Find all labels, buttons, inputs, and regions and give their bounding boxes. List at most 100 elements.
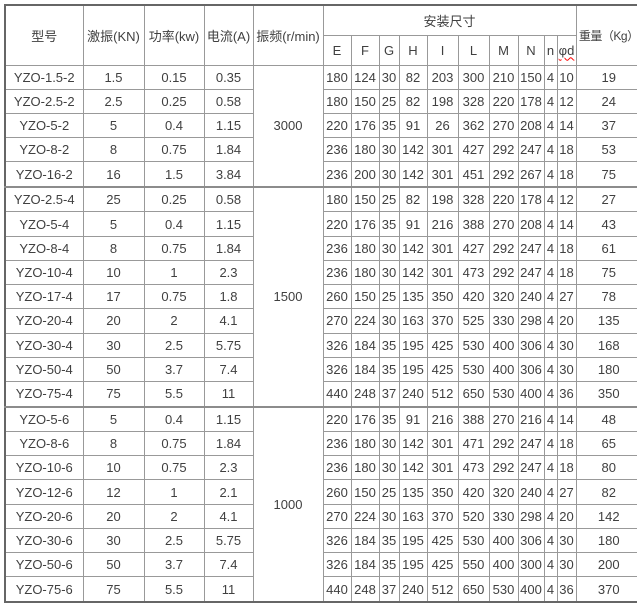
dim-cell: 301 xyxy=(426,431,459,457)
current-cell: 1.15 xyxy=(203,405,254,433)
dim-cell: 4 xyxy=(543,259,558,286)
dim-cell: 471 xyxy=(457,431,490,457)
dim-cell: 400 xyxy=(488,527,519,554)
dim-cell: 420 xyxy=(457,284,490,310)
dim-cell: 176 xyxy=(350,405,380,433)
dim-col-phi-d: φd xyxy=(556,34,577,66)
dim-cell: 236 xyxy=(322,137,352,163)
dim-cell: 220 xyxy=(322,405,352,433)
dim-cell: 300 xyxy=(517,552,545,578)
dim-cell: 27 xyxy=(556,284,577,310)
dim-cell: 4 xyxy=(543,503,558,529)
dim-cell: 326 xyxy=(322,527,352,554)
current-cell: 1.8 xyxy=(203,284,254,310)
dim-cell: 25 xyxy=(378,88,400,114)
weight-cell: 37 xyxy=(575,112,637,139)
dim-cell: 26 xyxy=(426,112,459,139)
dim-cell: 180 xyxy=(322,64,352,90)
current-cell: 4.1 xyxy=(203,503,254,529)
power-cell: 3.7 xyxy=(143,356,205,383)
dim-cell: 25 xyxy=(378,284,400,310)
dim-col-h: H xyxy=(398,34,428,66)
dim-cell: 236 xyxy=(322,161,352,188)
dim-cell: 4 xyxy=(543,455,558,481)
col-mounting-dimensions: 安装尺寸 xyxy=(322,4,577,36)
dim-cell: 427 xyxy=(457,137,490,163)
dim-cell: 240 xyxy=(398,576,428,603)
current-cell: 1.15 xyxy=(203,211,254,237)
dim-cell: 328 xyxy=(457,88,490,114)
dim-cell: 292 xyxy=(488,259,519,286)
dim-cell: 4 xyxy=(543,235,558,261)
excitation-cell: 5 xyxy=(82,112,145,139)
current-cell: 1.84 xyxy=(203,431,254,457)
dim-cell: 150 xyxy=(350,88,380,114)
table-row: YZO-30-6 30 2.5 5.75 326 184 35 195 425 530 400 306… xyxy=(4,527,637,554)
model-cell: YZO-16-2 xyxy=(4,161,84,188)
weight-cell: 27 xyxy=(575,185,637,213)
dim-cell: 37 xyxy=(378,576,400,603)
excitation-cell: 8 xyxy=(82,137,145,163)
model-cell: YZO-17-4 xyxy=(4,284,84,310)
model-cell: YZO-20-4 xyxy=(4,308,84,334)
dim-cell: 195 xyxy=(398,527,428,554)
table-row: YZO-8-6 8 0.75 1.84 236 180 30 142 301 471 292 247 4… xyxy=(4,431,637,457)
dim-col-m: M xyxy=(488,34,519,66)
table-row: YZO-10-4 10 1 2.3 236 180 30 142 301 473 292 247 4 18… xyxy=(4,259,637,286)
dim-cell: 298 xyxy=(517,503,545,529)
dim-cell: 236 xyxy=(322,235,352,261)
dim-col-f: F xyxy=(350,34,380,66)
dim-cell: 292 xyxy=(488,431,519,457)
dim-cell: 236 xyxy=(322,431,352,457)
dim-cell: 178 xyxy=(517,88,545,114)
dim-cell: 180 xyxy=(350,137,380,163)
dim-cell: 150 xyxy=(350,479,380,505)
dim-cell: 362 xyxy=(457,112,490,139)
model-cell: YZO-75-6 xyxy=(4,576,84,603)
dim-cell: 216 xyxy=(517,405,545,433)
dim-col-l: L xyxy=(457,34,490,66)
dim-cell: 320 xyxy=(488,284,519,310)
dim-cell: 30 xyxy=(378,64,400,90)
excitation-cell: 17 xyxy=(82,284,145,310)
dim-cell: 240 xyxy=(398,381,428,408)
model-cell: YZO-75-4 xyxy=(4,381,84,408)
dim-cell: 12 xyxy=(556,185,577,213)
excitation-cell: 8 xyxy=(82,431,145,457)
frequency-cell: 1500 xyxy=(252,185,324,408)
dim-cell: 400 xyxy=(488,356,519,383)
dim-cell: 247 xyxy=(517,455,545,481)
header-row-1: 型号 激振(KN) 功率(kw) 电流(A) 振频(r/min) 安装尺寸 重量… xyxy=(4,4,637,66)
table-row: YZO-5-6 5 0.4 1.15 1000 220 176 35 91 216 388 270 21… xyxy=(4,405,637,603)
dim-cell: 248 xyxy=(350,576,380,603)
dim-cell: 18 xyxy=(556,259,577,286)
current-cell: 1.15 xyxy=(203,112,254,139)
weight-cell: 65 xyxy=(575,431,637,457)
dim-cell: 195 xyxy=(398,552,428,578)
dim-cell: 176 xyxy=(350,112,380,139)
power-cell: 1.5 xyxy=(143,161,205,188)
power-cell: 0.75 xyxy=(143,455,205,481)
dim-cell: 184 xyxy=(350,527,380,554)
current-cell: 0.58 xyxy=(203,185,254,213)
dim-cell: 292 xyxy=(488,161,519,188)
model-cell: YZO-10-6 xyxy=(4,455,84,481)
current-cell: 7.4 xyxy=(203,356,254,383)
excitation-cell: 20 xyxy=(82,308,145,334)
dim-cell: 512 xyxy=(426,576,459,603)
dim-cell: 82 xyxy=(398,88,428,114)
table-row: YZO-8-4 8 0.75 1.84 236 180 30 142 301 427 292 247 4… xyxy=(4,235,637,261)
power-cell: 0.75 xyxy=(143,284,205,310)
dim-cell: 306 xyxy=(517,356,545,383)
dim-cell: 35 xyxy=(378,527,400,554)
dim-cell: 650 xyxy=(457,576,490,603)
model-cell: YZO-10-4 xyxy=(4,259,84,286)
dim-cell: 142 xyxy=(398,235,428,261)
col-model: 型号 xyxy=(4,4,84,66)
dim-cell: 30 xyxy=(378,455,400,481)
excitation-cell: 10 xyxy=(82,455,145,481)
dim-cell: 328 xyxy=(457,185,490,213)
weight-cell: 75 xyxy=(575,161,637,188)
dim-cell: 4 xyxy=(543,552,558,578)
dim-cell: 530 xyxy=(457,356,490,383)
